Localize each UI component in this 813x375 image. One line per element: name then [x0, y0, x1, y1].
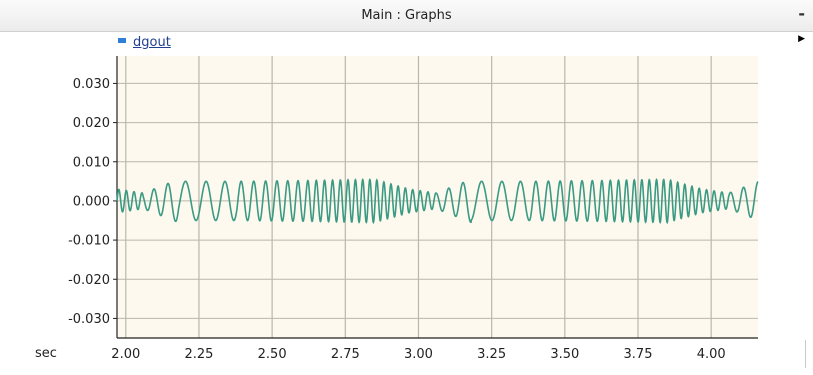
x-axis-unit-label: sec: [35, 346, 57, 361]
legend-item-dgout[interactable]: dgout: [118, 35, 171, 53]
x-tick-label: 4.00: [697, 347, 726, 362]
y-tick-label: 0.010: [73, 155, 110, 170]
title-bar: Main : Graphs -: [0, 0, 813, 32]
y-tick-label: -0.020: [68, 273, 110, 288]
x-tick-label: 3.75: [624, 347, 653, 362]
right-edge-divider: [805, 340, 806, 368]
y-tick-label: 0.020: [73, 116, 110, 131]
x-tick-label: 3.50: [550, 347, 579, 362]
x-tick-label: 2.25: [184, 347, 213, 362]
y-tick-label: 0.030: [73, 77, 110, 92]
legend-swatch: [118, 38, 126, 43]
expand-arrow-icon[interactable]: ▶: [798, 34, 805, 44]
x-tick-label: 3.25: [477, 347, 506, 362]
x-tick-label: 2.50: [258, 347, 287, 362]
y-tick-label: -0.030: [68, 312, 110, 327]
x-tick-label: 2.00: [111, 347, 140, 362]
window-title: Main : Graphs: [361, 8, 452, 23]
y-tick-label: -0.010: [68, 234, 110, 249]
legend-label: dgout: [133, 35, 171, 50]
x-tick-label: 3.00: [404, 347, 433, 362]
y-tick-label: 0.000: [73, 194, 110, 209]
minimize-button[interactable]: -: [798, 4, 805, 23]
x-tick-label: 2.75: [331, 347, 360, 362]
series-line-dgout: [116, 177, 759, 225]
